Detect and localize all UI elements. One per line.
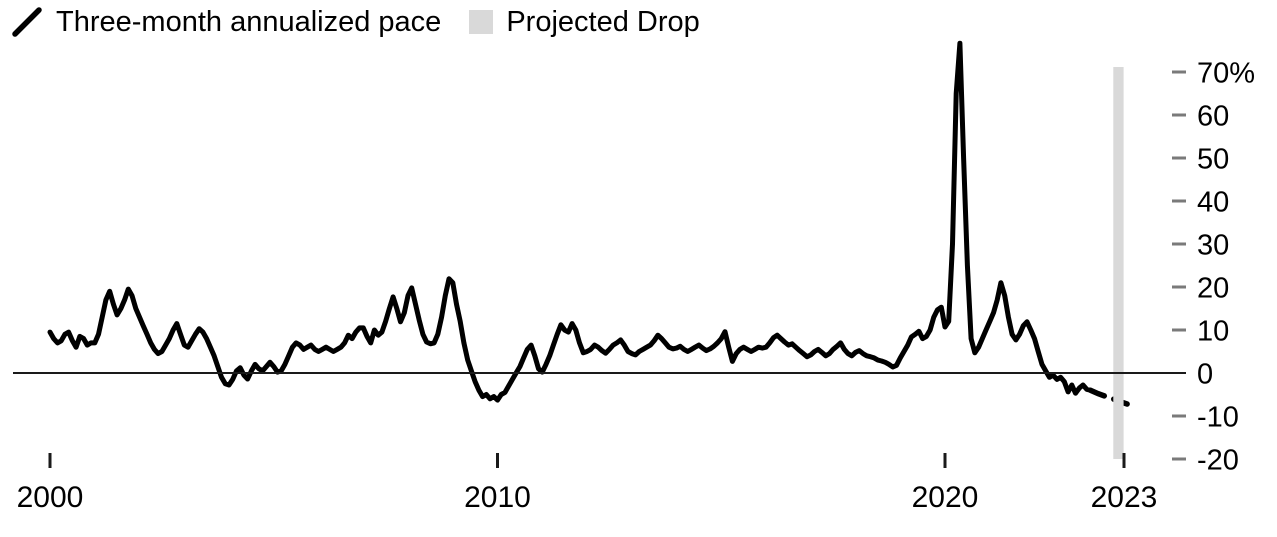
legend-item-pace: Three-month annualized pace <box>12 6 441 38</box>
y-tick-label: 40 <box>1197 187 1229 219</box>
legend-label-projected-drop: Projected Drop <box>506 6 700 38</box>
legend-item-projected-drop: Projected Drop <box>469 6 700 38</box>
x-tick-label: 2000 <box>17 481 84 514</box>
y-tick-label: 60 <box>1197 101 1229 133</box>
legend-label-pace: Three-month annualized pace <box>56 6 442 38</box>
y-tick-label: 20 <box>1197 273 1229 305</box>
legend: Three-month annualized pace Projected Dr… <box>12 6 700 38</box>
y-tick-label: 30 <box>1197 230 1229 262</box>
x-tick-label: 2020 <box>912 481 979 514</box>
line-swatch-icon <box>12 7 42 37</box>
y-tick-label: 10 <box>1197 316 1229 348</box>
x-tick-label: 2010 <box>464 481 531 514</box>
projected-drop-band <box>1113 67 1124 459</box>
y-tick-label: -10 <box>1197 402 1239 434</box>
series-line <box>47 40 1093 403</box>
y-tick-label: 0 <box>1197 359 1213 391</box>
y-tick-label: 70% <box>1197 58 1255 90</box>
x-tick-label: 2023 <box>1091 481 1158 514</box>
y-tick-label: -20 <box>1197 445 1239 477</box>
y-tick-label: 50 <box>1197 144 1229 176</box>
projected-drop-swatch-icon <box>469 10 494 34</box>
